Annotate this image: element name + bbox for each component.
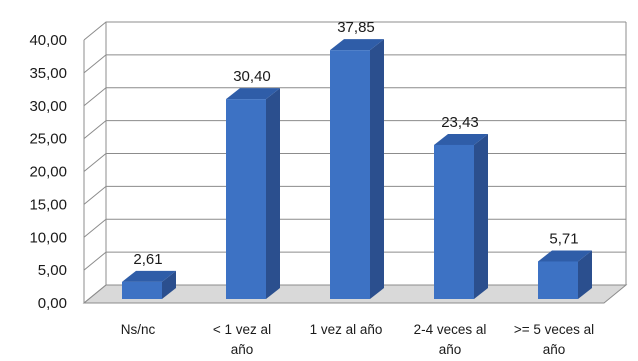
y-tick-label: 30,00 (29, 98, 67, 115)
bar-top-face (434, 133, 488, 145)
bar (122, 270, 176, 299)
y-tick-label: 35,00 (29, 65, 67, 82)
y-tick-label: 10,00 (29, 229, 67, 246)
gridline (83, 21, 626, 41)
bar-side-face (370, 39, 384, 299)
x-tick-label: >= 5 veces al año (514, 322, 594, 357)
bar-front-face (434, 144, 474, 299)
x-tick-label: < 1 vez al año (213, 322, 271, 357)
x-tick-label-line: 2-4 veces al (414, 322, 487, 337)
bar-front-face (330, 50, 370, 300)
y-tick-label: 20,00 (29, 164, 67, 181)
bar-top-face (122, 270, 176, 282)
bar-side-face (162, 270, 176, 299)
bar-top-face (226, 88, 280, 100)
x-tick-label: Ns/nc (121, 322, 156, 337)
bar-front-face (538, 261, 578, 299)
bar-side-face (578, 250, 592, 299)
y-tick-label: 25,00 (29, 131, 67, 148)
data-label: 37,85 (337, 19, 375, 36)
x-tick-label: 1 vez al año (310, 322, 383, 337)
y-axis-ticks: 0,00 5,00 10,00 15,00 20,00 25,00 30,00 35,00 40… (29, 32, 67, 312)
y-tick-label: 5,00 (38, 262, 67, 279)
gridline (83, 54, 626, 74)
bar (226, 88, 280, 300)
bar-side-face (474, 133, 488, 299)
x-tick-label-line: < 1 vez al (213, 322, 271, 337)
data-label: 2,61 (133, 251, 162, 268)
x-tick-label-line: año (543, 342, 566, 357)
bar-front-face (122, 281, 162, 299)
bar (434, 133, 488, 299)
x-tick-label-line: 1 vez al año (310, 322, 383, 337)
y-tick-label: 40,00 (29, 32, 67, 49)
bar (330, 39, 384, 300)
gridline (83, 87, 626, 107)
bar-side-face (266, 88, 280, 300)
x-tick-label: 2-4 veces al año (414, 322, 487, 357)
data-label: 23,43 (441, 114, 479, 131)
y-tick-label: 0,00 (38, 295, 67, 312)
bar-front-face (226, 99, 266, 300)
data-labels: 2,61 30,40 37,85 23,43 5,71 (133, 19, 578, 268)
y-tick-label: 15,00 (29, 196, 67, 213)
data-label: 30,40 (233, 68, 271, 85)
bars (122, 39, 592, 300)
x-tick-label-line: año (231, 342, 254, 357)
x-tick-label-line: Ns/nc (121, 322, 156, 337)
data-label: 5,71 (549, 230, 578, 247)
bar-top-face (330, 39, 384, 51)
bar-top-face (538, 250, 592, 262)
x-tick-label-line: año (439, 342, 462, 357)
gridline (83, 120, 626, 140)
x-tick-label-line: >= 5 veces al (514, 322, 594, 337)
bar (538, 250, 592, 299)
x-axis-ticks: Ns/nc < 1 vez al año 1 vez al año 2-4 veces … (121, 322, 594, 357)
